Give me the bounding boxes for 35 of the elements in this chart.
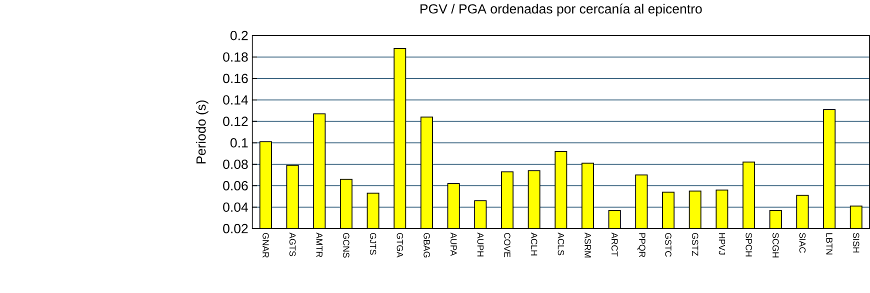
x-tick-label: GBAG bbox=[424, 232, 430, 258]
x-tick-label: GCNS bbox=[343, 232, 350, 258]
x-tick-label: PPQR bbox=[638, 233, 646, 258]
x-tick-label: ARCT bbox=[611, 232, 618, 256]
x-tick-label: GSTZ bbox=[692, 232, 698, 256]
x-tick-label: SCGH bbox=[772, 232, 779, 258]
y-tick-label: 0.12 bbox=[223, 116, 248, 126]
y-tick-label: 0.14 bbox=[223, 95, 248, 105]
y-tick-label: 0.16 bbox=[223, 74, 248, 84]
x-tick-label: AMTR bbox=[316, 232, 322, 258]
y-tick-label: 0.06 bbox=[223, 181, 248, 190]
y-tick-label: 0.08 bbox=[223, 160, 248, 169]
x-tick-label: SISH bbox=[853, 232, 860, 252]
y-axis-title: Periodo (s) bbox=[196, 100, 208, 164]
x-tick-label: COVE bbox=[504, 232, 510, 258]
y-tick-label: 0.04 bbox=[223, 202, 248, 212]
x-tick-label: ACLH bbox=[530, 232, 538, 256]
x-tick-label: AGTS bbox=[289, 232, 296, 256]
x-tick-label: HPVJ bbox=[718, 233, 726, 254]
x-tick-label: AUPH bbox=[477, 232, 484, 256]
x-tick-label: GSTC bbox=[665, 232, 672, 257]
x-tick-label: SIAC bbox=[799, 232, 806, 253]
x-tick-label: LBTN bbox=[826, 233, 832, 254]
x-tick-label: ASRM bbox=[584, 232, 591, 258]
y-tick-label: 0.02 bbox=[223, 224, 248, 234]
chart-title: PGV / PGA ordenadas por cercanía al epicentro bbox=[420, 4, 702, 16]
x-tick-label: ACLS bbox=[558, 232, 564, 256]
x-tick-label: AUPA bbox=[450, 232, 457, 256]
y-tick-label: 0.2 bbox=[230, 30, 248, 40]
x-tick-label: GNAR bbox=[262, 232, 269, 258]
x-tick-label: GTGA bbox=[396, 232, 404, 258]
y-tick-label: 0.1 bbox=[230, 138, 248, 148]
y-tick-label: 0.18 bbox=[223, 52, 248, 62]
x-tick-label: SPCH bbox=[746, 232, 752, 256]
x-tick-label: GJTS bbox=[370, 232, 376, 255]
